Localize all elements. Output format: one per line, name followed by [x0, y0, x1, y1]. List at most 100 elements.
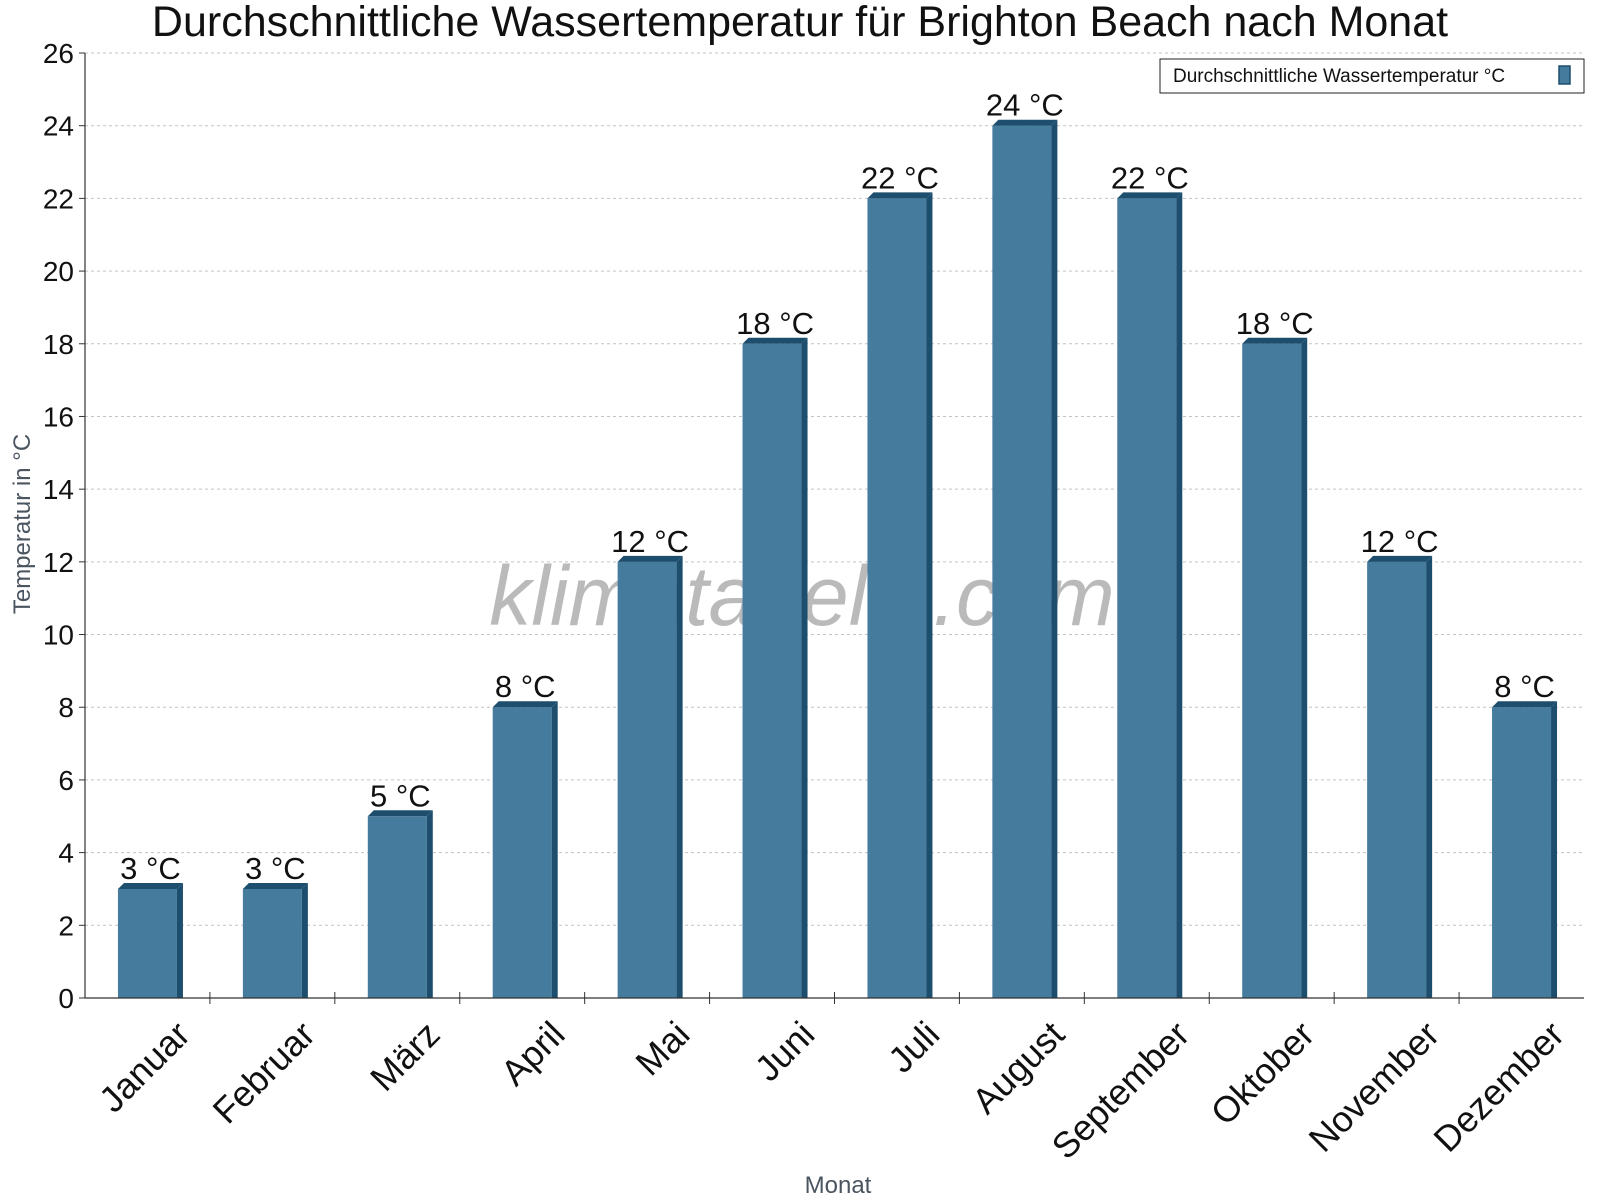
bar: [367, 810, 433, 998]
y-tick-label: 8: [58, 692, 74, 723]
y-tick-label: 12: [43, 547, 74, 578]
bar-face: [992, 125, 1052, 998]
y-tick-label: 26: [43, 38, 74, 69]
bar-top: [867, 192, 933, 199]
bar-side: [676, 555, 683, 998]
axes: [79, 52, 1584, 1004]
bar-top: [617, 555, 683, 562]
y-tick-label: 18: [43, 329, 74, 360]
bar-side: [1301, 337, 1308, 998]
bar: [867, 192, 933, 998]
bar-top: [242, 882, 308, 889]
data-label: 18 °C: [736, 306, 814, 341]
bar-face: [242, 888, 302, 998]
y-tick-label: 4: [58, 838, 74, 869]
bar: [617, 555, 683, 998]
x-tick-label: Mai: [627, 1013, 697, 1083]
y-tick-label: 14: [43, 474, 74, 505]
bar: [242, 882, 308, 998]
x-tick-label: April: [493, 1013, 573, 1093]
y-tick-label: 22: [43, 183, 74, 214]
legend-box: [1159, 58, 1585, 94]
x-tick-label: Juli: [880, 1013, 947, 1080]
x-tick-label: September: [1044, 1013, 1198, 1167]
bar-face: [867, 198, 927, 998]
bar-top: [992, 119, 1058, 126]
bars: [117, 119, 1558, 998]
x-axis-title: Monat: [805, 1172, 872, 1199]
bar: [492, 701, 558, 998]
y-tick-label: 16: [43, 401, 74, 432]
bar-face: [1492, 707, 1552, 998]
data-label: 3 °C: [245, 851, 306, 886]
legend-swatch: [1558, 65, 1571, 85]
bar-top: [1492, 701, 1558, 708]
data-label: 12 °C: [611, 524, 689, 559]
data-label: 3 °C: [120, 851, 181, 886]
x-tick-label: August: [964, 1013, 1072, 1121]
bar: [117, 882, 183, 998]
y-tick-label: 6: [58, 765, 74, 796]
data-label: 24 °C: [986, 88, 1064, 123]
bar: [1492, 701, 1558, 998]
bar-top: [1367, 555, 1433, 562]
bar: [742, 337, 808, 998]
bar-top: [742, 337, 808, 344]
data-label: 8 °C: [495, 669, 556, 704]
bar-top: [1117, 192, 1183, 199]
legend-label: Durchschnittliche Wassertemperatur °C: [1173, 66, 1505, 87]
x-tick-label: März: [362, 1013, 448, 1099]
data-label: 8 °C: [1494, 669, 1555, 704]
bar-face: [1242, 343, 1302, 998]
bar: [1242, 337, 1308, 998]
bar-side: [801, 337, 808, 998]
bar-face: [117, 888, 177, 998]
bar-top: [117, 882, 183, 889]
bar-top: [492, 701, 558, 708]
y-tick-label: 24: [43, 111, 74, 142]
x-tick-label: Juni: [747, 1013, 823, 1089]
x-tick-label: Februar: [205, 1013, 323, 1131]
grid-lines: [85, 52, 1584, 926]
x-tick-label: Dezember: [1425, 1013, 1571, 1159]
x-tick-labels: Januar Februar März April Mai Juni Juli AugustS…: [91, 1013, 1572, 1167]
bar-side: [1051, 119, 1058, 998]
y-tick-label: 2: [58, 910, 74, 941]
data-label: 5 °C: [370, 778, 431, 813]
bar-face: [492, 707, 552, 998]
y-tick-label: 10: [43, 620, 74, 651]
bar: [1117, 192, 1183, 998]
data-labels: 3 °C 3 °C 5 °C 8 °C 12 °C 18 °C 22 °C 24 °C 22 °…: [120, 88, 1555, 886]
bar-face: [367, 816, 427, 998]
bar-side: [1176, 192, 1183, 998]
data-label: 22 °C: [861, 160, 939, 195]
bar-top: [1242, 337, 1308, 344]
bar-face: [617, 561, 677, 998]
bar-side: [551, 701, 558, 998]
y-tick-label: 20: [43, 256, 74, 287]
bar-side: [1551, 701, 1558, 998]
x-tick-label: Oktober: [1202, 1013, 1322, 1133]
bar-side: [301, 882, 308, 998]
bar-face: [1117, 198, 1177, 998]
y-axis-title: Temperatur in °C: [9, 434, 36, 614]
bar-face: [742, 343, 802, 998]
bar-top: [367, 810, 433, 817]
bar-side: [426, 810, 433, 998]
data-label: 18 °C: [1236, 306, 1314, 341]
data-label: 22 °C: [1111, 160, 1189, 195]
chart-title: Durchschnittliche Wassertemperatur für B…: [152, 0, 1448, 46]
bar-side: [1426, 555, 1433, 998]
bar-side: [176, 882, 183, 998]
bar: [1367, 555, 1433, 998]
bar-side: [926, 192, 933, 998]
x-tick-label: Januar: [91, 1013, 198, 1120]
data-label: 12 °C: [1361, 524, 1439, 559]
legend: Durchschnittliche Wassertemperatur °C: [1159, 58, 1585, 94]
y-tick-label: 0: [58, 983, 74, 1014]
x-tick-label: November: [1301, 1013, 1447, 1159]
bar: [992, 119, 1058, 998]
bar-face: [1367, 561, 1427, 998]
